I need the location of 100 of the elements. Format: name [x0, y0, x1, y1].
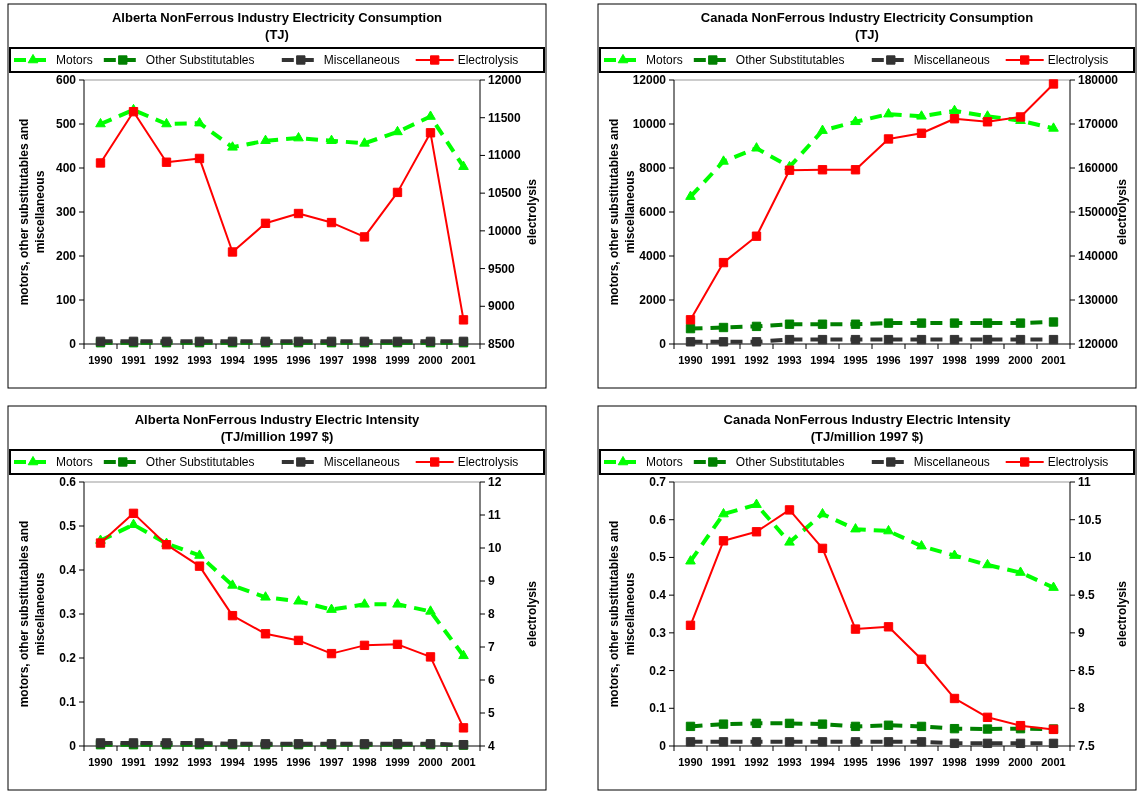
- y2-tick-label: 11: [1078, 475, 1092, 489]
- x-tick-label: 1997: [319, 354, 344, 366]
- y2-tick-label: 170000: [1078, 117, 1119, 131]
- x-tick-label: 1991: [121, 354, 146, 366]
- x-tick-label: 1993: [187, 756, 212, 768]
- x-tick-label: 1992: [744, 756, 769, 768]
- legend-label: Other Substitutables: [735, 455, 845, 469]
- y2-tick-label: 12000: [488, 73, 522, 87]
- x-tick-label: 1990: [88, 756, 113, 768]
- y2-tick-label: 10500: [488, 186, 522, 201]
- legend-label: Electrolysis: [1047, 455, 1109, 469]
- legend-label: Motors: [646, 53, 683, 67]
- x-tick-label: 1998: [352, 354, 377, 366]
- x-tick-label: 1996: [876, 354, 901, 366]
- legend-label: Electrolysis: [1047, 53, 1109, 67]
- y-tick-label: 0.7: [649, 475, 667, 489]
- y2-tick-label: 120000: [1078, 337, 1119, 351]
- legend-label: Motors: [56, 455, 93, 469]
- y2-tick-label: 4: [488, 739, 495, 753]
- x-tick-label: 1999: [975, 354, 1000, 366]
- chart-title: Alberta NonFerrous Industry Electricity Consumption (TJ): [111, 10, 443, 42]
- x-tick-label: 1998: [352, 756, 377, 768]
- x-tick-label: 1995: [843, 756, 868, 768]
- y-tick-label: 8000: [639, 161, 667, 175]
- x-tick-label: 2001: [451, 756, 476, 768]
- y-tick-label: 6000: [639, 205, 667, 219]
- y2-tick-label: 8.5: [1078, 663, 1096, 678]
- y-tick-label: 200: [55, 249, 77, 263]
- y2-tick-label: 8500: [488, 337, 516, 351]
- y-tick-label: 0.3: [59, 607, 77, 621]
- y-tick-label: 400: [55, 161, 77, 175]
- y2-tick-label: 7.5: [1078, 739, 1096, 753]
- x-tick-label: 1997: [909, 756, 934, 768]
- legend-label: Motors: [646, 455, 683, 469]
- x-tick-label: 1997: [909, 354, 934, 366]
- x-tick-label: 1994: [810, 756, 836, 768]
- chart-title: Alberta NonFerrous Industry Electric Intensity (TJ/million 1997 $): [134, 412, 421, 444]
- y-tick-label: 0.5: [59, 519, 77, 533]
- y2-tick-label: 9500: [488, 261, 516, 276]
- x-tick-label: 1998: [942, 354, 967, 366]
- y-tick-label: 300: [55, 205, 77, 219]
- y-tick-label: 10000: [632, 117, 667, 131]
- x-tick-label: 1990: [678, 756, 703, 768]
- y-tick-label: 0.4: [59, 563, 77, 577]
- x-tick-label: 1996: [876, 756, 901, 768]
- x-tick-label: 1997: [319, 756, 344, 768]
- legend-label: Miscellaneous: [913, 53, 990, 67]
- x-tick-label: 2001: [1041, 756, 1066, 768]
- x-tick-label: 1999: [385, 756, 410, 768]
- y-tick-label: 0.2: [59, 651, 77, 665]
- y-tick-label: 0.4: [649, 588, 667, 603]
- legend-label: Miscellaneous: [323, 455, 400, 469]
- x-tick-label: 2001: [1041, 354, 1066, 366]
- y2-tick-label: 10000: [488, 223, 522, 238]
- legend-label: Electrolysis: [457, 53, 519, 67]
- y-tick-label: 0: [69, 739, 77, 753]
- legend-label: Miscellaneous: [913, 455, 990, 469]
- y-tick-label: 4000: [639, 249, 667, 263]
- y2-tick-label: 9: [1078, 625, 1085, 640]
- y-tick-label: 0.6: [649, 512, 667, 527]
- x-tick-label: 1995: [843, 354, 868, 366]
- y-tick-label: 0.5: [649, 550, 667, 565]
- x-tick-label: 1999: [385, 354, 410, 366]
- x-tick-label: 2000: [418, 756, 443, 768]
- y2-tick-label: 10: [488, 541, 502, 555]
- y2-axis-title: electrolysis: [1115, 580, 1129, 648]
- x-tick-label: 2001: [451, 354, 476, 366]
- x-tick-label: 1995: [253, 354, 278, 366]
- y2-tick-label: 5: [488, 706, 495, 720]
- y-axis-title: motors, other substitutables and miscellaneous: [17, 520, 47, 708]
- x-tick-label: 1993: [777, 354, 802, 366]
- x-tick-label: 1994: [810, 354, 836, 366]
- legend-label: Other Substitutables: [145, 53, 255, 67]
- x-tick-label: 2000: [1008, 354, 1033, 366]
- y2-tick-label: 10: [1078, 550, 1092, 565]
- y-tick-label: 600: [55, 73, 77, 87]
- y2-tick-label: 9.5: [1078, 588, 1096, 603]
- x-tick-label: 1999: [975, 756, 1000, 768]
- y2-tick-label: 150000: [1078, 205, 1119, 219]
- x-tick-label: 1996: [286, 756, 311, 768]
- y2-tick-label: 9: [488, 574, 495, 588]
- x-tick-label: 1993: [187, 354, 212, 366]
- x-tick-label: 1996: [286, 354, 311, 366]
- y2-tick-label: 10.5: [1078, 512, 1102, 527]
- x-tick-label: 2000: [1008, 756, 1033, 768]
- y-tick-label: 0: [69, 337, 77, 351]
- y2-tick-label: 180000: [1078, 73, 1119, 87]
- y-tick-label: 100: [55, 293, 77, 307]
- x-tick-label: 1995: [253, 756, 278, 768]
- x-tick-label: 1991: [121, 756, 146, 768]
- legend-label: Electrolysis: [457, 455, 519, 469]
- x-tick-label: 1991: [711, 756, 736, 768]
- x-tick-label: 1992: [744, 354, 769, 366]
- y2-tick-label: 8: [1078, 701, 1085, 716]
- y2-tick-label: 12: [488, 475, 502, 489]
- y-tick-label: 500: [55, 117, 77, 131]
- x-tick-label: 1998: [942, 756, 967, 768]
- y2-tick-label: 7: [488, 640, 495, 654]
- x-tick-label: 1990: [88, 354, 113, 366]
- x-tick-label: 1993: [777, 756, 802, 768]
